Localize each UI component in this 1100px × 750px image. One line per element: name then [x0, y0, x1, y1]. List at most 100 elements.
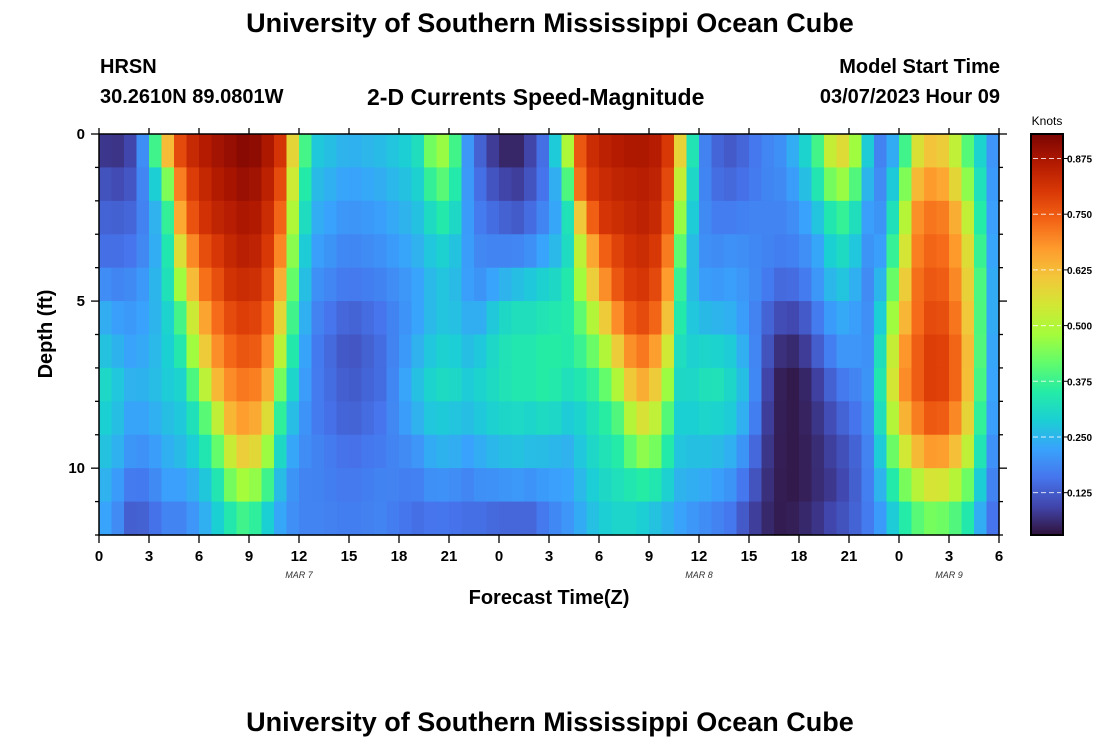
heatmap-cell: [699, 501, 713, 536]
heatmap-cell: [361, 267, 375, 302]
heatmap-cell: [474, 468, 488, 503]
x-tick-label: 9: [645, 548, 653, 565]
heatmap-cell: [811, 434, 825, 469]
heatmap-cell: [249, 234, 263, 269]
heatmap-cell: [861, 401, 875, 436]
heatmap-cell: [724, 501, 738, 536]
heatmap-cell: [149, 367, 163, 402]
heatmap-cell: [911, 134, 925, 169]
heatmap-cell: [549, 401, 563, 436]
heatmap-cell: [99, 267, 113, 302]
heatmap-cell: [149, 434, 163, 469]
heatmap-cell: [899, 301, 913, 336]
model-start-label: Model Start Time: [839, 56, 1000, 78]
heatmap-cell: [611, 501, 625, 536]
heatmap-cell: [936, 401, 950, 436]
heatmap-cell: [636, 200, 650, 235]
heatmap-cell: [824, 434, 838, 469]
heatmap-cell: [736, 434, 750, 469]
heatmap-cell: [236, 434, 250, 469]
heatmap-cell: [186, 200, 200, 235]
heatmap-cell: [211, 401, 225, 436]
heatmap-cell: [624, 501, 638, 536]
heatmap-cell: [286, 301, 300, 336]
heatmap-cell: [949, 134, 963, 169]
footer-title: University of Southern Mississippi Ocean…: [246, 707, 854, 737]
heatmap-cell: [686, 401, 700, 436]
heatmap-cell: [649, 334, 663, 369]
heatmap-cell: [349, 501, 363, 536]
heatmap-cell: [986, 434, 1000, 469]
heatmap-cell: [549, 234, 563, 269]
heatmap-cell: [549, 200, 563, 235]
heatmap-cell: [624, 167, 638, 202]
heatmap-cell: [949, 301, 963, 336]
heatmap-cell: [374, 334, 388, 369]
heatmap-cell: [836, 434, 850, 469]
heatmap-cell: [99, 200, 113, 235]
y-tick-label: 10: [68, 460, 85, 477]
heatmap-cell: [599, 468, 613, 503]
heatmap-cell: [424, 367, 438, 402]
heatmap-cell: [486, 334, 500, 369]
heatmap-cell: [424, 200, 438, 235]
heatmap-cell: [111, 234, 125, 269]
heatmap-cell: [499, 167, 513, 202]
heatmap-cell: [574, 167, 588, 202]
heatmap-cell: [961, 301, 975, 336]
heatmap-cell: [924, 234, 938, 269]
heatmap-cell: [649, 167, 663, 202]
heatmap-cell: [874, 334, 888, 369]
heatmap-cell: [749, 301, 763, 336]
heatmap-cell: [374, 501, 388, 536]
heatmap-cell: [549, 267, 563, 302]
heatmap-cell: [686, 301, 700, 336]
heatmap-cell: [649, 301, 663, 336]
heatmap-cell: [286, 134, 300, 169]
heatmap-cell: [749, 267, 763, 302]
heatmap-cell: [786, 301, 800, 336]
x-tick-label: 12: [691, 548, 708, 565]
heatmap-cell: [386, 200, 400, 235]
heatmap-cell: [699, 200, 713, 235]
colorbar-tick-label: 0.375: [1067, 377, 1092, 388]
heatmap-cell: [574, 301, 588, 336]
heatmap-cell: [586, 234, 600, 269]
heatmap-cell: [124, 401, 138, 436]
heatmap-cell: [661, 501, 675, 536]
heatmap-cell: [799, 401, 813, 436]
heatmap-cell: [236, 501, 250, 536]
heatmap-cell: [886, 334, 900, 369]
heatmap-cell: [449, 434, 463, 469]
heatmap-cell: [299, 267, 313, 302]
heatmap-cell: [649, 401, 663, 436]
heatmap-cell: [761, 200, 775, 235]
heatmap-cell: [436, 167, 450, 202]
heatmap-cell: [324, 301, 338, 336]
heatmap-cell: [486, 468, 500, 503]
heatmap-cell: [499, 501, 513, 536]
heatmap-cell: [211, 301, 225, 336]
heatmap-cell: [849, 134, 863, 169]
heatmap-cell: [924, 468, 938, 503]
heatmap-cell: [199, 334, 213, 369]
heatmap-cell: [299, 134, 313, 169]
heatmap-cell: [299, 234, 313, 269]
heatmap-cell: [411, 434, 425, 469]
heatmap-cell: [774, 134, 788, 169]
heatmap-cell: [699, 367, 713, 402]
heatmap-cell: [636, 334, 650, 369]
heatmap-cell: [836, 267, 850, 302]
heatmap-cell: [499, 334, 513, 369]
heatmap-cell: [874, 434, 888, 469]
heatmap-cell: [249, 401, 263, 436]
heatmap-cell: [411, 200, 425, 235]
heatmap-cell: [586, 134, 600, 169]
heatmap-cell: [211, 267, 225, 302]
heatmap-cell: [149, 301, 163, 336]
heatmap-cell: [724, 301, 738, 336]
heatmap-cell: [586, 167, 600, 202]
heatmap-cell: [511, 501, 525, 536]
heatmap-cell: [874, 367, 888, 402]
heatmap-cell: [374, 200, 388, 235]
